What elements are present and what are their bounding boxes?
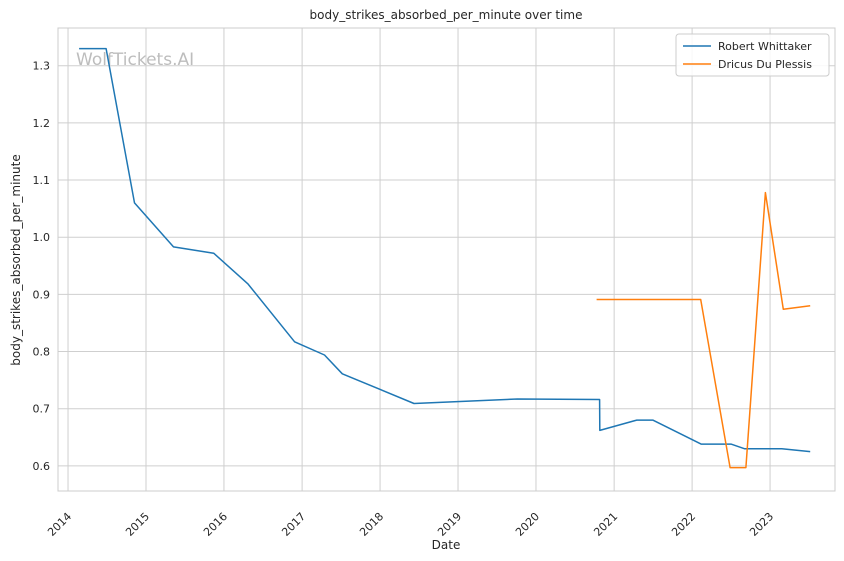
legend-label: Dricus Du Plessis — [718, 58, 812, 71]
legend-label: Robert Whittaker — [718, 40, 812, 53]
y-tick-label: 0.6 — [33, 460, 51, 473]
x-tick-label: 2021 — [591, 510, 620, 539]
watermark-text: WolfTickets.AI — [76, 50, 194, 70]
y-tick-label: 0.8 — [33, 346, 51, 359]
grid-lines — [58, 28, 835, 491]
legend-box — [675, 33, 830, 77]
x-tick-label: 2014 — [45, 510, 74, 539]
x-tick-label: 2018 — [357, 510, 386, 539]
x-axis-ticks: 2014 2015 2016 2017 2018 2019 2020 2021 2022 2023 — [45, 510, 776, 539]
y-tick-label: 1.2 — [33, 117, 51, 130]
y-axis-ticks: 0.6 0.7 0.8 0.9 1.0 1.1 1.2 1.3 — [33, 60, 51, 473]
x-tick-label: 2019 — [435, 510, 464, 539]
x-tick-label: 2017 — [279, 510, 308, 539]
y-tick-label: 1.1 — [33, 174, 51, 187]
series-line-1 — [596, 191, 811, 469]
y-tick-label: 1.3 — [33, 60, 51, 73]
y-tick-label: 0.7 — [33, 403, 51, 416]
x-tick-label: 2016 — [201, 510, 230, 539]
x-tick-label: 2015 — [123, 510, 152, 539]
x-tick-label: 2022 — [669, 510, 698, 539]
y-tick-label: 1.0 — [33, 231, 51, 244]
series-lines — [79, 47, 811, 469]
x-tick-label: 2023 — [747, 510, 776, 539]
series-line-0 — [79, 47, 811, 453]
x-tick-label: 2020 — [513, 510, 542, 539]
chart-title: body_strikes_absorbed_per_minute over ti… — [310, 8, 583, 22]
legend: Robert Whittaker Dricus Du Plessis — [675, 33, 830, 77]
x-axis-label: Date — [432, 538, 461, 552]
y-tick-label: 0.9 — [33, 288, 51, 301]
plot-area-frame — [57, 27, 836, 492]
y-axis-label: body_strikes_absorbed_per_minute — [9, 154, 23, 365]
